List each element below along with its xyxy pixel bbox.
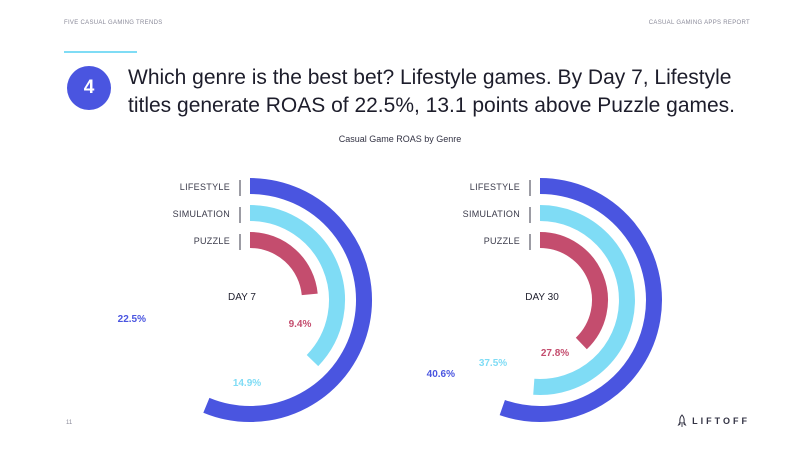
value-label-simulation: 14.9% [233, 378, 261, 389]
liftoff-logo: LIFTOFF [677, 414, 750, 428]
category-label-puzzle: PUZZLE [194, 236, 230, 246]
accent-line [64, 51, 137, 53]
value-label-lifestyle: 40.6% [427, 369, 455, 380]
report-section-label: FIVE CASUAL GAMING TRENDS [64, 20, 163, 26]
category-label-simulation: SIMULATION [463, 209, 520, 219]
page-number: 11 [66, 420, 73, 426]
day7-radial-chart: LIFESTYLE 22.5% SIMULATION 14.9% PUZZLE 9.4% D… [118, 178, 372, 422]
category-label-simulation: SIMULATION [173, 209, 230, 219]
value-label-simulation: 37.5% [479, 358, 507, 369]
arc-puzzle [539, 232, 608, 350]
arc-simulation [249, 205, 345, 367]
value-label-lifestyle: 22.5% [118, 314, 146, 325]
arc-simulation [533, 205, 635, 395]
arc-puzzle [249, 232, 318, 296]
report-title-label: CASUAL GAMING APPS REPORT [648, 20, 750, 26]
chart-title: Casual Game ROAS by Genre [338, 134, 462, 144]
value-label-puzzle: 27.8% [541, 348, 569, 359]
headline: Which genre is the best bet? Lifestyle g… [128, 66, 736, 117]
logo-text: LIFTOFF [692, 416, 750, 426]
day30-radial-chart: LIFESTYLE 40.6% SIMULATION 37.5% PUZZLE 27.8%… [427, 178, 662, 422]
category-label-lifestyle: LIFESTYLE [180, 182, 230, 192]
day-label: DAY 30 [525, 292, 559, 303]
category-label-puzzle: PUZZLE [484, 236, 520, 246]
rocket-icon [677, 414, 687, 427]
category-label-lifestyle: LIFESTYLE [470, 182, 520, 192]
arc-lifestyle [499, 178, 662, 422]
day-label: DAY 7 [228, 292, 256, 303]
arc-lifestyle [203, 178, 372, 422]
slide-number-badge: 4 [67, 66, 111, 110]
value-label-puzzle: 9.4% [289, 319, 312, 330]
